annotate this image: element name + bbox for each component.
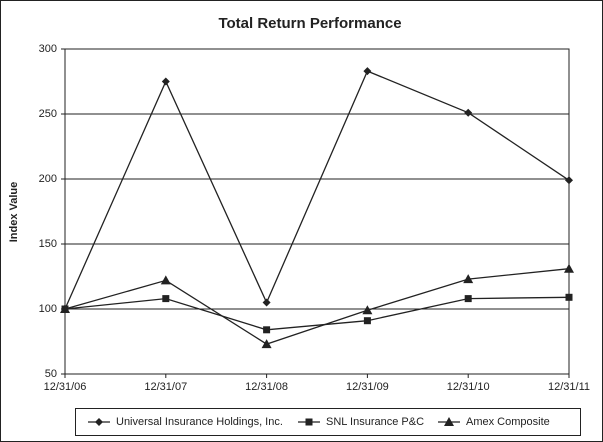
y-axis-title: Index Value <box>8 182 20 243</box>
marker <box>305 418 313 426</box>
marker <box>60 304 70 313</box>
marker <box>564 263 574 273</box>
marker <box>464 108 473 117</box>
x-tick-label: 12/31/11 <box>548 381 590 393</box>
marker <box>464 295 472 303</box>
marker <box>363 317 371 325</box>
legend-label: Universal Insurance Holdings, Inc. <box>116 416 283 428</box>
y-tick-label: 100 <box>39 303 57 315</box>
y-tick-label: 200 <box>39 173 57 185</box>
legend-box <box>75 408 581 436</box>
marker <box>363 67 372 76</box>
marker <box>161 77 170 86</box>
x-tick-label: 12/31/10 <box>447 381 490 393</box>
marker <box>160 275 171 285</box>
marker <box>263 326 271 334</box>
marker <box>362 305 373 315</box>
plot-frame <box>64 48 570 375</box>
y-tick-label: 300 <box>39 43 57 55</box>
x-tick-label: 12/31/09 <box>346 381 389 393</box>
legend-label: Amex Composite <box>466 416 550 428</box>
y-tick-label: 150 <box>39 238 57 250</box>
x-tick-label: 12/31/06 <box>44 381 87 393</box>
marker <box>565 293 573 301</box>
x-tick-label: 12/31/07 <box>144 381 187 393</box>
series-line <box>64 268 570 345</box>
chart-title: Total Return Performance <box>218 15 401 32</box>
marker <box>262 298 271 307</box>
y-tick-label: 250 <box>39 108 57 120</box>
legend-label: SNL Insurance P&C <box>326 416 424 428</box>
marker <box>261 339 272 349</box>
x-tick-label: 12/31/08 <box>245 381 288 393</box>
marker <box>565 176 573 185</box>
series-line <box>64 70 570 310</box>
marker <box>444 417 454 426</box>
series-line <box>64 296 570 331</box>
marker <box>463 274 474 284</box>
marker <box>162 295 170 303</box>
y-tick-label: 50 <box>45 368 57 380</box>
marker <box>95 418 103 426</box>
